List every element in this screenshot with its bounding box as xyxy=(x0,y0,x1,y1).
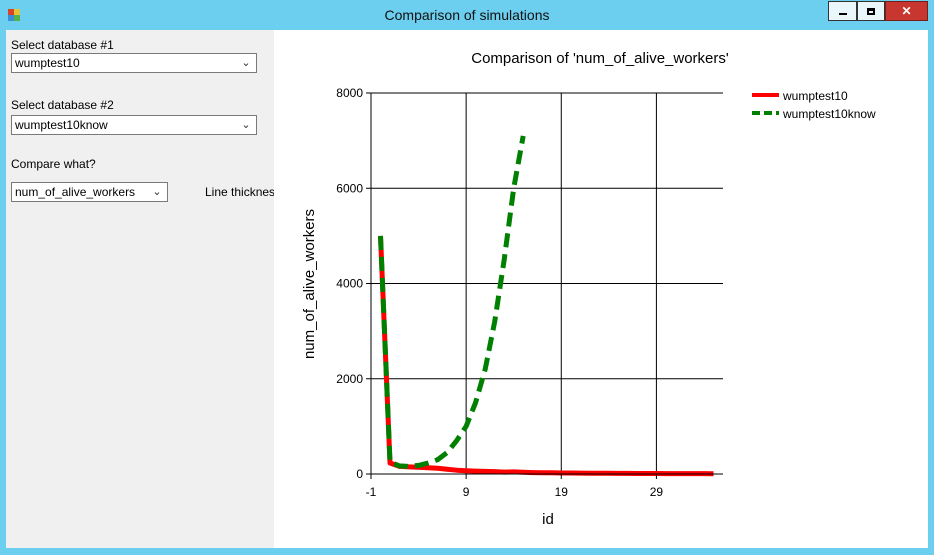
minimize-icon xyxy=(838,13,847,15)
legend-label: wumptest10 xyxy=(782,89,848,103)
legend-label: wumptest10know xyxy=(782,107,876,121)
y-tick-label: 4000 xyxy=(336,277,363,291)
app-icon[interactable] xyxy=(8,9,20,21)
close-button[interactable]: ✕ xyxy=(885,1,928,21)
chart-title: Comparison of 'num_of_alive_workers' xyxy=(471,50,729,67)
chart-grid xyxy=(371,92,723,474)
db2-select-value: wumptest10know xyxy=(15,118,108,132)
db1-label: Select database #1 xyxy=(11,38,114,52)
settings-panel: Select database #1 wumptest10 ⌄ Select d… xyxy=(6,30,274,548)
chart-axes: -1 9 19 29 0 2000 4000 6000 8000 xyxy=(336,86,723,499)
chart-panel: -1 9 19 29 0 2000 4000 6000 8000 Comparison of '… xyxy=(274,30,928,548)
window-title: Comparison of simulations xyxy=(384,7,550,23)
compare-select-value: num_of_alive_workers xyxy=(15,185,136,199)
close-icon: ✕ xyxy=(901,4,912,18)
x-tick-label: 29 xyxy=(650,485,664,499)
db1-select[interactable]: wumptest10 ⌄ xyxy=(11,53,257,73)
client-area: Select database #1 wumptest10 ⌄ Select d… xyxy=(6,30,928,548)
chevron-down-icon[interactable]: ⌄ xyxy=(152,186,162,198)
x-tick-label: -1 xyxy=(366,485,377,499)
chevron-down-icon[interactable]: ⌄ xyxy=(241,119,251,131)
x-tick-label: 19 xyxy=(555,485,569,499)
line-thickness-label: Line thickness xyxy=(205,185,274,199)
x-axis-label: id xyxy=(542,511,554,528)
db2-select[interactable]: wumptest10know ⌄ xyxy=(11,115,257,135)
chart-series xyxy=(378,135,714,477)
chart-legend: wumptest10 wumptest10know xyxy=(752,89,876,121)
minimize-button[interactable] xyxy=(828,1,857,21)
series-line-wumptest10know xyxy=(378,135,526,469)
y-tick-label: 8000 xyxy=(336,86,363,100)
maximize-button[interactable] xyxy=(857,1,885,21)
compare-label: Compare what? xyxy=(11,157,96,171)
db2-label: Select database #2 xyxy=(11,98,114,112)
title-bar[interactable]: Comparison of simulations ✕ xyxy=(0,0,934,30)
y-axis-label: num_of_alive_workers xyxy=(301,209,318,359)
series-line-wumptest10 xyxy=(378,235,714,477)
compare-select[interactable]: num_of_alive_workers ⌄ xyxy=(11,182,168,202)
x-tick-label: 9 xyxy=(463,485,470,499)
y-tick-label: 2000 xyxy=(336,372,363,386)
line-chart: -1 9 19 29 0 2000 4000 6000 8000 Comparison of '… xyxy=(301,50,876,528)
chevron-down-icon[interactable]: ⌄ xyxy=(241,57,251,69)
maximize-icon xyxy=(867,7,875,15)
db1-select-value: wumptest10 xyxy=(15,56,80,70)
y-tick-label: 6000 xyxy=(336,181,363,195)
y-tick-label: 0 xyxy=(356,467,363,481)
